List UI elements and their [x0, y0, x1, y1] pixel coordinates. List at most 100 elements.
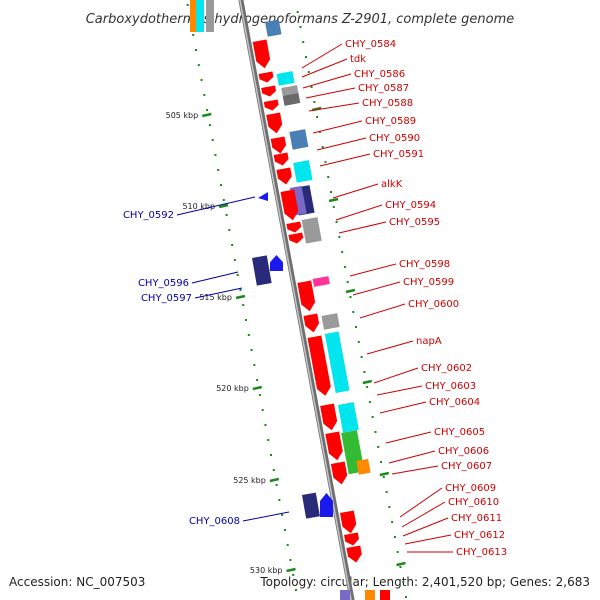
ruler-dot-right: [393, 536, 396, 538]
reverse-cds-arrow: [270, 255, 283, 271]
forward-cds-arrow: [346, 545, 362, 563]
ruler-dot-left: [267, 439, 270, 441]
tick-mark-outer: [311, 106, 322, 112]
ruler-dot-right: [318, 131, 321, 133]
ruler-dot-left: [258, 394, 261, 396]
forward-cds-arrow: [297, 280, 316, 312]
gene-label-chy-0590[interactable]: CHY_0590: [369, 133, 420, 144]
ruler-dot-right: [316, 116, 319, 118]
cog-block: [251, 255, 272, 286]
ruler-dot-left: [239, 289, 242, 291]
gene-label-napa[interactable]: napA: [416, 336, 442, 347]
cog-block: [301, 492, 320, 519]
ruler-dot-left: [264, 424, 267, 426]
cog-block-edge: [190, 0, 198, 32]
forward-cds-arrow: [261, 85, 276, 97]
gene-label-chy-0606[interactable]: CHY_0606: [438, 446, 489, 457]
gene-label-chy-0608[interactable]: CHY_0608: [189, 516, 240, 527]
ruler-dot-right: [321, 146, 324, 148]
ruler-dot-left: [231, 244, 234, 246]
gene-label-chy-0607[interactable]: CHY_0607: [441, 461, 492, 472]
gene-label-chy-0610[interactable]: CHY_0610: [448, 497, 499, 508]
ruler-dot-right: [313, 101, 316, 103]
ruler-dot-right: [399, 566, 402, 568]
ruler-dot-left: [197, 64, 200, 66]
tick-label: 505 kbp: [166, 111, 199, 120]
ruler-dot-left: [220, 184, 223, 186]
gene-label-chy-0596[interactable]: CHY_0596: [138, 278, 189, 289]
ruler-dot-left: [217, 169, 220, 171]
ruler-dot-left: [222, 199, 225, 201]
tick-label: 525 kbp: [233, 476, 266, 485]
gene-label-chy-0587[interactable]: CHY_0587: [358, 83, 409, 94]
forward-cds-arrow: [276, 167, 292, 185]
gene-label-chy-0586[interactable]: CHY_0586: [354, 69, 405, 80]
gene-label-chy-0595[interactable]: CHY_0595: [389, 217, 440, 228]
gene-label-chy-0613[interactable]: CHY_0613: [456, 547, 507, 558]
gene-label-chy-0597[interactable]: CHY_0597: [141, 293, 192, 304]
cog-block: [356, 458, 371, 475]
forward-cds-arrow: [344, 532, 360, 546]
ruler-dot-right: [343, 266, 346, 268]
leader-line-forward: [349, 263, 397, 277]
cog-block: [312, 276, 330, 287]
ruler-dot-left: [286, 544, 289, 546]
leader-line-forward: [305, 87, 356, 99]
ruler-dot-right: [357, 341, 360, 343]
ruler-dot-right: [388, 506, 391, 508]
ruler-dot-right: [338, 236, 341, 238]
leader-line-forward: [366, 340, 414, 355]
gene-label-chy-0594[interactable]: CHY_0594: [385, 200, 436, 211]
ruler-dot-right: [368, 401, 371, 403]
gene-label-chy-0609[interactable]: CHY_0609: [445, 483, 496, 494]
ruler-dot-right: [346, 281, 349, 283]
ruler-dot-right: [302, 41, 305, 43]
ruler-dot-left: [295, 589, 298, 591]
gene-label-chy-0600[interactable]: CHY_0600: [408, 299, 459, 310]
ruler-dot-left: [275, 484, 278, 486]
gene-label-chy-0603[interactable]: CHY_0603: [425, 381, 476, 392]
forward-cds-arrow: [320, 403, 338, 431]
ruler-dot-left: [281, 514, 284, 516]
gene-label-chy-0611[interactable]: CHY_0611: [451, 513, 502, 524]
forward-cds-arrow: [330, 461, 348, 485]
gene-label-chy-0584[interactable]: CHY_0584: [345, 39, 396, 50]
gene-label-tdk[interactable]: tdk: [350, 54, 366, 65]
cog-block-edge: [206, 0, 214, 32]
leader-line-forward: [338, 221, 387, 234]
gene-label-chy-0589[interactable]: CHY_0589: [365, 116, 416, 127]
map-title: Carboxydothermus hydrogenoformans Z-2901…: [86, 12, 515, 27]
gene-label-chy-0612[interactable]: CHY_0612: [454, 530, 505, 541]
tick-label: 530 kbp: [250, 566, 283, 575]
tick-ruler-dots: [186, 4, 408, 598]
cog-block-edge: [196, 0, 204, 32]
gene-label-chy-0604[interactable]: CHY_0604: [429, 397, 480, 408]
gene-label-chy-0588[interactable]: CHY_0588: [362, 98, 413, 109]
cog-block: [301, 217, 322, 244]
gene-label-chy-0592[interactable]: CHY_0592: [123, 210, 174, 221]
tick-label: 520 kbp: [216, 384, 249, 393]
gene-label-chy-0602[interactable]: CHY_0602: [421, 363, 472, 374]
ruler-dot-right: [402, 581, 405, 583]
leader-line-forward: [332, 183, 379, 199]
leader-line-forward: [376, 385, 423, 396]
gene-label-chy-0599[interactable]: CHY_0599: [403, 277, 454, 288]
tick-mark-outer: [345, 288, 356, 294]
leader-line-forward: [316, 137, 367, 151]
leader-line-reverse: [242, 511, 290, 522]
gene-label-chy-0591[interactable]: CHY_0591: [373, 149, 424, 160]
leader-line-forward: [308, 102, 360, 112]
tick-label: 510 kbp: [182, 202, 215, 211]
tick-mark: [235, 294, 246, 300]
gene-label-chy-0605[interactable]: CHY_0605: [434, 427, 485, 438]
ruler-dot-right: [374, 431, 377, 433]
ruler-dot-left: [203, 94, 206, 96]
ruler-dot-right: [377, 446, 380, 448]
topology-text: Topology: circular; Length: 2,401,520 bp…: [259, 575, 590, 589]
ruler-dot-right: [391, 521, 394, 523]
ruler-dot-left: [256, 379, 259, 381]
gene-label-chy-0598[interactable]: CHY_0598: [399, 259, 450, 270]
leader-line-forward: [401, 501, 446, 528]
gene-label-alkk[interactable]: alkK: [381, 179, 403, 190]
ruler-dot-right: [335, 221, 338, 223]
